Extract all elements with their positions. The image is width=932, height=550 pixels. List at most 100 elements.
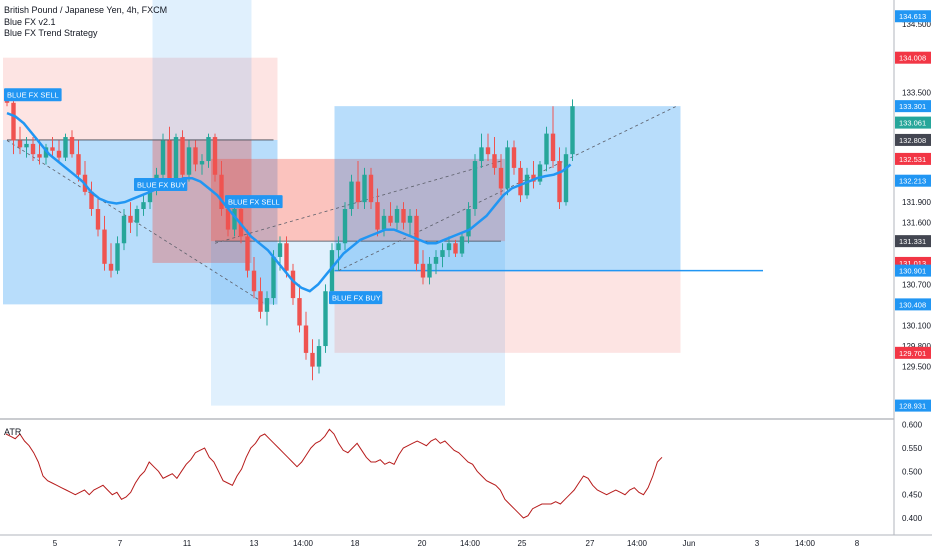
price-tag: 130.408 [895,298,931,311]
candle [544,126,549,172]
candle-body [147,188,153,203]
candle [518,161,523,203]
price-tick-label: 134.500 [902,20,931,29]
signal-buy-label: BLUE FX BUY [134,178,188,192]
price-tag-text: 129.701 [899,349,926,358]
candle [446,236,452,257]
candle [401,202,406,230]
candle [505,140,510,196]
price-tick-label: 130.100 [902,321,931,330]
candle-body [485,147,491,155]
candle [95,198,101,237]
candle-body [368,174,374,203]
atr-tick-label: 0.400 [902,514,923,523]
price-tag: 132.808 [895,133,931,146]
candle-body [251,270,257,292]
candle-body [472,161,478,209]
indicator-label-blue-fx[interactable]: Blue FX v2.1 [4,17,56,27]
candle [76,140,81,182]
price-axis[interactable]: 129.500129.800130.100130.400130.700131.0… [902,20,931,372]
price-tag-text: 132.808 [899,136,926,145]
price-tag-text: 133.301 [899,102,926,111]
candle-body [219,174,224,209]
candle-body [446,243,452,251]
candle-body [102,229,107,264]
candle-body [206,137,211,162]
candle [245,229,250,278]
price-tag-bg [895,264,931,277]
atr-tick-label: 0.450 [902,491,923,500]
candle-body [453,243,458,254]
candle-body [258,291,263,312]
price-tick-label: 129.800 [902,342,931,351]
indicator-label-trend-strategy[interactable]: Blue FX Trend Strategy [4,28,98,38]
candle-body [388,215,393,223]
candle-body [180,137,185,175]
price-tick-label: 130.700 [902,280,931,289]
candle [349,174,354,216]
candle [531,161,536,189]
candle [316,339,322,374]
candle [121,209,127,251]
price-tag-text: 128.931 [899,402,926,411]
time-tick-label: 20 [418,539,427,548]
candle-body [401,209,406,223]
candle [485,133,491,162]
price-tag-bg [895,346,931,359]
candle [537,161,543,186]
candle [472,154,478,216]
candle [407,209,413,237]
price-tag: 134.613 [895,10,931,23]
price-tag-bg [895,399,931,412]
candle-body [134,209,140,223]
price-tick-label: 131.600 [902,219,931,228]
candle-body [108,263,114,271]
signal-sell-label: BLUE FX SELL [4,88,62,102]
price-tag-text: 130.408 [899,300,926,309]
candle-body [24,143,29,148]
candle-body [115,243,120,271]
candle [453,239,458,257]
price-tag-bg [895,116,931,129]
candle [329,243,335,299]
candle [24,137,29,158]
candle [108,243,114,278]
candle [303,311,309,360]
candle [141,195,146,216]
price-tag: 132.531 [895,152,931,165]
candle [56,140,62,162]
signal-badge [134,178,188,192]
candle [69,130,75,158]
candle-body [563,154,569,203]
candle-body [310,352,315,367]
candle [368,167,374,209]
candle-body [466,209,471,237]
candle [17,126,23,155]
symbol-title[interactable]: British Pound / Japanese Yen, 4h, FXCM [4,5,168,15]
candle-body [43,147,49,158]
time-axis[interactable]: 5 7 11 13 14:00 18 20 14:00 25 27 14:00 Jun 3 14:00 8 [53,539,860,548]
candle-body [186,147,192,175]
time-tick-label: 5 [53,539,58,548]
atr-label[interactable]: ATR [4,427,22,437]
candle-body [303,325,309,353]
candle [342,202,348,251]
candle [206,133,211,168]
candle-body [336,243,341,251]
candle-body [375,202,380,230]
candle-body [394,209,400,223]
signal-badge [329,291,383,305]
candle [128,202,133,233]
candle-body [193,147,198,165]
candle-body [407,215,413,223]
candle-body [537,164,543,182]
price-tag: 131.331 [895,235,931,248]
time-tick-label: 25 [518,539,527,548]
candle [310,339,315,381]
candle-body [173,137,179,182]
candle-body [30,143,36,155]
candle [336,236,341,271]
atr-tick-label: 0.500 [902,467,923,476]
candle [563,147,569,206]
